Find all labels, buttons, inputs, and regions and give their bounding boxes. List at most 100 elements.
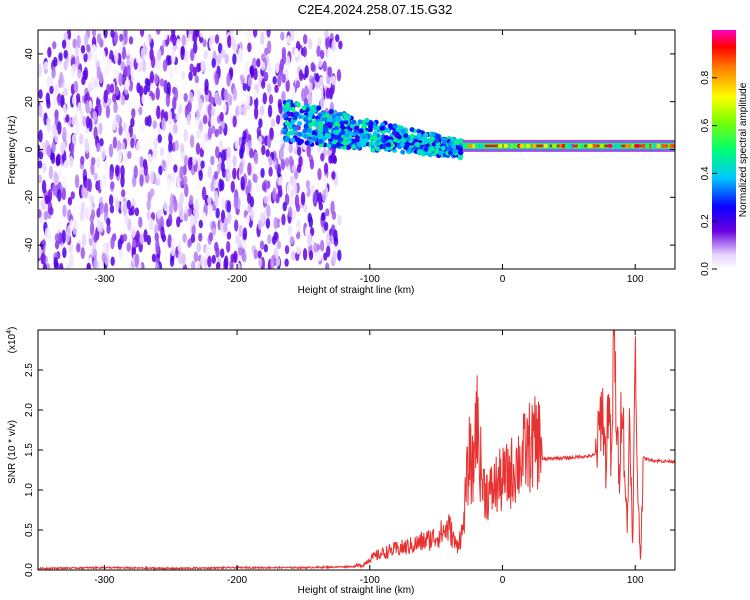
heatmap-cell [223, 217, 229, 227]
heatmap-cell [300, 191, 306, 206]
heatmap-cell [370, 147, 376, 153]
heatmap-cell [567, 143, 573, 148]
heatmap-cell [150, 54, 156, 69]
heatmap-cell [340, 129, 346, 135]
heatmap-cell [291, 209, 297, 221]
heatmap-cell [72, 206, 77, 216]
heatmap-cell [138, 62, 143, 71]
heatmap-cell [318, 123, 324, 129]
heatmap-cell [282, 201, 287, 212]
heatmap-cell [75, 120, 80, 134]
heatmap-cell [311, 130, 317, 136]
heatmap-cell [207, 103, 213, 117]
heatmap-cell [344, 132, 350, 138]
heatmap-cell [257, 258, 263, 267]
heatmap-cell [219, 111, 224, 122]
heatmap-cell [63, 49, 68, 59]
heatmap-cell [147, 95, 153, 110]
heatmap-cell [479, 143, 485, 148]
heatmap-cell [225, 240, 231, 253]
heatmap-cell [282, 129, 288, 135]
heatmap-cell [85, 100, 90, 114]
heatmap-cell [139, 174, 144, 187]
heatmap-cell [176, 216, 181, 228]
heatmap-cell [281, 53, 287, 65]
heatmap-cell [204, 85, 209, 96]
heatmap-cell [103, 89, 108, 104]
heatmap-cell [51, 66, 56, 79]
heatmap-cell [191, 224, 196, 236]
heatmap-cell [208, 232, 214, 242]
heatmap-cell [160, 226, 165, 240]
heatmap-cell [105, 104, 111, 119]
heatmap-cell [296, 121, 302, 127]
heatmap-cell [303, 123, 309, 129]
heatmap-cell [409, 133, 415, 139]
heatmap-cell [38, 209, 42, 219]
heatmap-cell [265, 160, 270, 171]
heatmap-cell [400, 149, 406, 155]
heatmap-cell [266, 205, 271, 218]
heatmap-cell [278, 102, 283, 114]
heatmap-cell [166, 178, 171, 192]
colorbar-tick-label: 0.6 [700, 118, 711, 132]
heatmap-cell [147, 153, 153, 165]
heatmap-cell [60, 142, 65, 155]
heatmap-cell [38, 129, 43, 143]
heatmap-cell [306, 143, 311, 158]
heatmap-cell [53, 171, 58, 185]
heatmap-cell [277, 184, 283, 198]
heatmap-cell [238, 224, 243, 238]
heatmap-cell [262, 92, 268, 105]
heatmap-cell [259, 105, 265, 116]
heatmap-cell [591, 143, 597, 148]
heatmap-cell [245, 93, 251, 107]
heatmap-cell [222, 38, 228, 52]
heatmap-cell [141, 93, 146, 105]
heatmap-cell [288, 206, 293, 218]
heatmap-cell [238, 161, 244, 175]
heatmap-cell [313, 242, 318, 253]
heatmap-cell [320, 110, 326, 116]
heatmap-cell [146, 199, 151, 211]
heatmap-cell [102, 162, 107, 173]
heatmap-cell [442, 139, 448, 145]
heatmap-cell [81, 186, 86, 198]
heatmap-cell [237, 239, 243, 249]
heatmap-cell [169, 193, 175, 208]
heatmap-cell [368, 140, 374, 146]
heatmap-cell [321, 189, 327, 202]
heatmap-cell [205, 245, 210, 258]
heatmap-cell [76, 35, 81, 49]
heatmap-cell [65, 114, 70, 123]
heatmap-cell [407, 147, 413, 153]
heatmap-cell [93, 233, 98, 243]
heatmap-cell [69, 142, 75, 155]
snr-y-tick-label: 0.0 [24, 563, 35, 577]
spectrogram-y-tick-label: 0 [24, 146, 35, 152]
heatmap-cell [233, 196, 239, 209]
heatmap-cell [218, 139, 224, 152]
heatmap-cell [273, 247, 279, 259]
heatmap-cell [220, 179, 225, 191]
heatmap-cell [126, 65, 131, 78]
heatmap-cell [331, 75, 336, 86]
heatmap-cell [672, 143, 675, 148]
heatmap-cell [143, 229, 148, 243]
heatmap-cell [430, 131, 436, 137]
heatmap-cell [79, 210, 85, 222]
spectrogram-y-tick-label: 40 [24, 48, 35, 60]
heatmap-cell [120, 174, 125, 188]
heatmap-cell [334, 126, 340, 132]
heatmap-cell [67, 196, 73, 206]
heatmap-cell [193, 207, 198, 216]
heatmap-cell [205, 147, 210, 158]
heatmap-cell [187, 208, 193, 217]
heatmap-cell [266, 83, 272, 94]
heatmap-cell [227, 156, 232, 168]
heatmap-cell [93, 172, 98, 181]
heatmap-cell [403, 144, 409, 150]
heatmap-cell [157, 49, 162, 61]
heatmap-cell [114, 164, 120, 177]
heatmap-cell [234, 137, 239, 150]
